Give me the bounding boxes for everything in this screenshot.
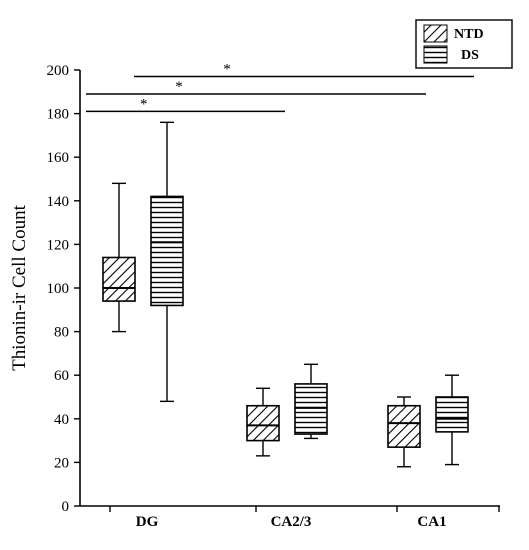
x-tick-layer: DG CA2/3 CA1	[109, 506, 500, 530]
iqr-box	[150, 195, 184, 307]
y-tick-layer: 0 20 40 60 80 100 120 140 160 180 200	[47, 63, 80, 515]
iqr-box	[102, 256, 136, 302]
y-tick-label: 80	[54, 325, 69, 341]
significance-asterisk: *	[175, 79, 183, 95]
y-tick-label: 40	[54, 412, 69, 428]
legend-swatch-ntd	[423, 24, 448, 43]
iqr-box	[387, 404, 421, 448]
y-tick-label: 180	[47, 107, 70, 123]
y-tick-label: 140	[47, 194, 70, 210]
y-axis-label: Thionin-ir Cell Count	[9, 204, 30, 370]
axis-layer	[79, 70, 500, 507]
y-tick-label: 60	[54, 368, 69, 384]
x-tick-label: DG	[136, 514, 159, 530]
y-tick-label: 160	[47, 150, 70, 166]
x-tick-label: CA2/3	[271, 514, 312, 530]
y-tick-label: 120	[47, 237, 70, 253]
significance-layer: * * *	[86, 62, 474, 112]
box-ds-dg	[150, 121, 184, 403]
legend-swatch-ds	[423, 45, 448, 64]
y-tick-label: 100	[47, 281, 70, 297]
iqr-box	[435, 396, 469, 433]
iqr-box	[246, 404, 280, 442]
box-ntd-ca1	[387, 396, 421, 468]
box-ds-ca1	[435, 374, 469, 466]
iqr-box	[294, 383, 328, 435]
box-layer	[102, 121, 469, 468]
box-ntd-ca23	[246, 387, 280, 457]
y-tick-label: 200	[47, 63, 70, 79]
x-tick-label: CA1	[417, 514, 446, 530]
box-ds-ca23	[294, 363, 328, 440]
legend-label-ntd: NTD	[454, 27, 484, 42]
legend-label-ds: DS	[461, 48, 479, 63]
box-ntd-dg	[102, 182, 136, 333]
y-tick-label: 0	[62, 499, 70, 515]
legend: NTD DS	[415, 19, 513, 69]
significance-asterisk: *	[140, 96, 148, 112]
significance-asterisk: *	[223, 62, 231, 78]
y-tick-label: 20	[54, 455, 69, 471]
